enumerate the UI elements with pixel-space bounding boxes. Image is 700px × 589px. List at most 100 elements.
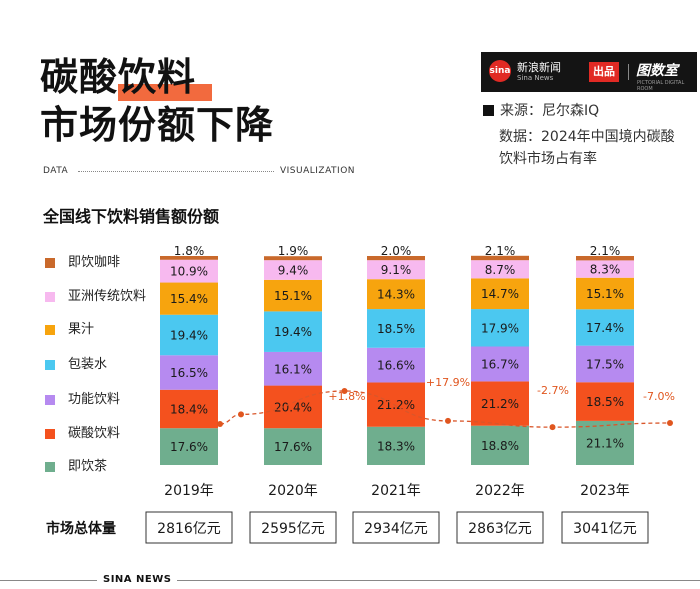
data-label: 18.5% [586, 395, 624, 409]
bar-segment [367, 426, 425, 465]
total-box [145, 511, 233, 544]
bar-segment [367, 347, 425, 383]
growth-label: -7.0% [643, 390, 675, 403]
legend-label: 即饮咖啡 [68, 255, 121, 270]
data-label: 1.8% [174, 244, 205, 258]
total-value: 2816亿元 [157, 521, 221, 537]
total-box [249, 511, 337, 544]
data-label: 15.4% [170, 292, 208, 306]
data-label: 15.1% [586, 287, 624, 301]
x-tick-label: 2020年 [268, 483, 318, 499]
bar-segment [576, 420, 634, 465]
bar-segment [160, 282, 218, 315]
data-label: 16.7% [481, 357, 519, 371]
data-label: 18.5% [377, 322, 415, 336]
title-highlight [118, 84, 212, 101]
total-box [561, 511, 649, 544]
data-label: 17.6% [274, 440, 312, 454]
bar-segment [576, 256, 634, 261]
brand-tag: 出品 [589, 62, 619, 82]
totals-label: 市场总体量 [46, 521, 116, 537]
growth-label: -2.7% [537, 384, 569, 397]
data-label: 1.9% [278, 244, 309, 258]
data-label: 20.4% [274, 400, 312, 414]
page-title-line1: 碳酸饮料 [40, 55, 197, 99]
bar-segment [264, 256, 322, 261]
bar-segment [264, 279, 322, 312]
bar-segment [264, 428, 322, 465]
bar-segment [576, 382, 634, 421]
total-value: 2595亿元 [261, 521, 325, 537]
dv-divider [78, 171, 274, 172]
data-label: 9.1% [381, 263, 412, 277]
data-label: 2.0% [381, 244, 412, 258]
legend-label: 果汁 [68, 322, 95, 337]
data-label: 15.1% [274, 289, 312, 303]
bar-segment [576, 309, 634, 346]
x-tick-label: 2022年 [475, 483, 525, 499]
dv-right-label: VISUALIZATION [280, 166, 356, 176]
legend-label: 包装水 [68, 357, 108, 372]
bar-segment [367, 309, 425, 348]
bar-segment [264, 385, 322, 429]
legend-swatch [45, 325, 55, 335]
page-title-line2: 市场份额下降 [40, 103, 275, 147]
data-label: 2.1% [485, 244, 516, 258]
brand-separator [628, 64, 629, 80]
bar-segment [367, 382, 425, 427]
data-label: 9.4% [278, 264, 309, 278]
dv-left-label: DATA [43, 166, 69, 176]
bar-segment [160, 389, 218, 429]
growth-point [217, 421, 223, 427]
bar-segment [471, 309, 529, 347]
brand-sub: Sina News [517, 74, 554, 82]
chart-title: 全国线下饮料销售额份额 [43, 207, 220, 226]
bar-segment [576, 260, 634, 278]
growth-point [341, 388, 348, 394]
bar-segment [160, 428, 218, 465]
source-line: 来源：尼尔森IQ [483, 100, 599, 122]
square-bullet-icon [483, 105, 494, 116]
bar-segment [471, 255, 529, 261]
data-label: 10.9% [170, 265, 208, 279]
data-note: 数据：2024年中国境内碳酸饮料市场占有率 [499, 129, 675, 167]
legend-swatch [45, 292, 55, 302]
growth-label: +17.9% [426, 376, 470, 389]
bar-segment [160, 259, 218, 283]
legend-label: 碳酸饮料 [68, 426, 121, 441]
legend-swatch [45, 429, 55, 439]
data-label: 16.6% [377, 359, 415, 373]
bar-segment [160, 314, 218, 356]
legend-label: 功能饮料 [68, 392, 121, 407]
bar-segment [471, 278, 529, 310]
total-value: 2934亿元 [364, 521, 428, 537]
x-tick-label: 2021年 [371, 483, 421, 499]
bar-segment [471, 425, 529, 465]
data-label: 18.3% [377, 439, 415, 453]
footer-brand: SINA NEWS [97, 574, 178, 585]
bar-segment [471, 346, 529, 382]
bar-segment [160, 256, 218, 260]
data-label: 19.4% [170, 329, 208, 343]
data-label: 14.3% [377, 288, 415, 302]
legend-swatch [45, 258, 55, 268]
data-label: 8.3% [590, 263, 621, 277]
sina-logo-icon: sina [489, 60, 511, 82]
data-label: 17.5% [586, 357, 624, 371]
growth-label: +1.8% [328, 390, 365, 403]
bar-segment [576, 345, 634, 383]
x-tick-label: 2023年 [580, 483, 630, 499]
bar-segment [471, 260, 529, 279]
bar-segment [264, 311, 322, 352]
data-label: 16.1% [274, 362, 312, 376]
bar-segment [576, 277, 634, 310]
data-label: 17.4% [586, 321, 624, 335]
data-label: 21.2% [481, 397, 519, 411]
footer-rule [0, 580, 700, 581]
legend-swatch [45, 395, 55, 405]
bar-segment [367, 256, 425, 261]
brand-name: 新浪新闻 [517, 61, 561, 74]
data-label: 17.9% [481, 321, 519, 335]
growth-point [667, 420, 673, 426]
